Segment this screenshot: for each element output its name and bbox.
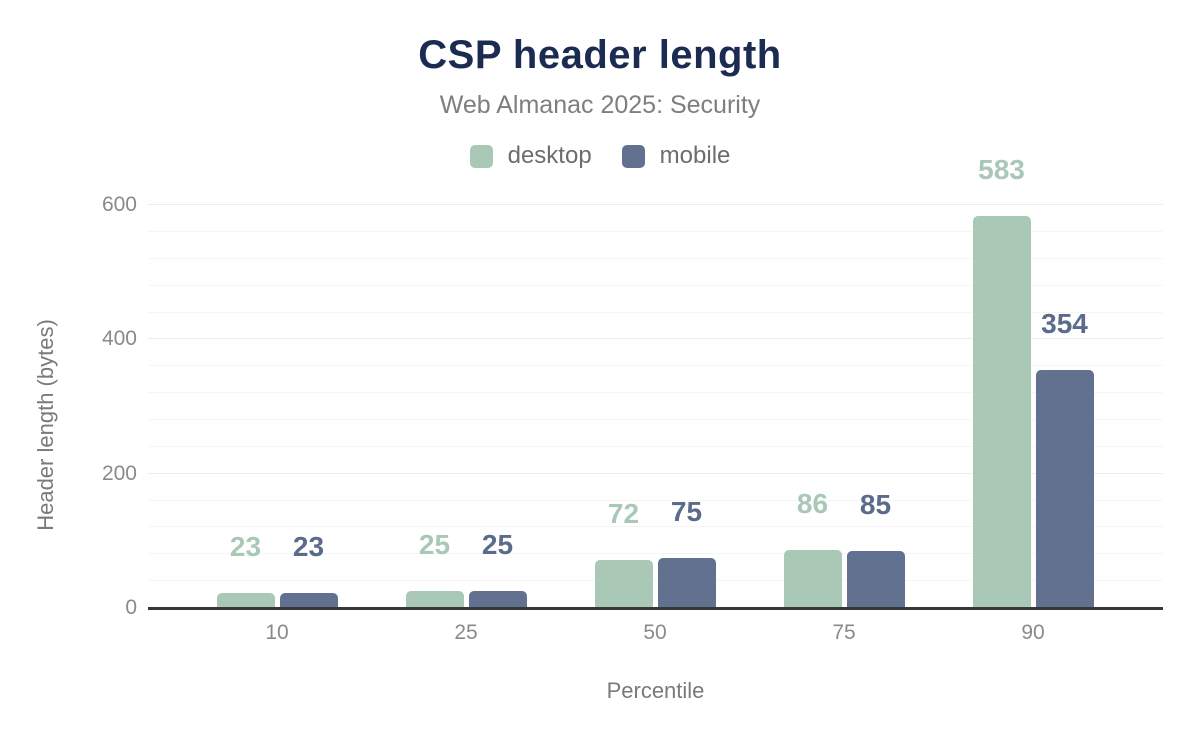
bar-mobile-p75 — [846, 550, 905, 608]
bar-mobile-p90 — [1035, 370, 1094, 608]
mobile-swatch — [621, 144, 645, 168]
chart-title: CSP header length — [418, 33, 782, 77]
gridline-280 — [148, 418, 1163, 420]
gridline-480 — [148, 284, 1163, 286]
gridline-200 — [148, 472, 1163, 474]
gridline-520 — [148, 257, 1163, 259]
value-label-mobile-p10: 23 — [292, 530, 325, 562]
y-axis-title: Header length (bytes) — [33, 319, 58, 531]
chart-subtitle: Web Almanac 2025: Security — [439, 91, 761, 119]
bar-desktop-p90 — [972, 216, 1031, 608]
bar-mobile-p10 — [279, 592, 338, 608]
value-label-desktop-p10: 23 — [229, 530, 262, 562]
bar-desktop-p50 — [594, 559, 653, 608]
bar-mobile-p25 — [468, 591, 527, 608]
legend-label-mobile: mobile — [659, 142, 731, 169]
x-tick-label-75: 75 — [832, 621, 856, 644]
bar-mobile-p50 — [657, 557, 716, 608]
legend-item-mobile: mobile — [621, 142, 731, 170]
bar-desktop-p10 — [216, 592, 275, 608]
gridline-360 — [148, 365, 1163, 367]
x-tick-label-10: 10 — [265, 621, 289, 644]
bar-desktop-p25 — [405, 591, 464, 608]
x-tick-label-50: 50 — [643, 621, 667, 644]
gridline-560 — [148, 230, 1163, 232]
x-tick-label-90: 90 — [1021, 621, 1045, 644]
y-tick-label-200: 200 — [101, 461, 137, 485]
gridline-40 — [148, 580, 1163, 582]
legend: desktop mobile — [0, 142, 1200, 170]
value-label-mobile-p25: 25 — [481, 529, 514, 561]
gridline-320 — [148, 392, 1163, 394]
value-label-desktop-p25: 25 — [418, 529, 451, 561]
gridline-240 — [148, 445, 1163, 447]
bar-desktop-p75 — [783, 550, 842, 608]
legend-item-desktop: desktop — [469, 142, 592, 170]
value-label-desktop-p90: 583 — [978, 154, 1025, 186]
gridline-160 — [148, 499, 1163, 501]
legend-label-desktop: desktop — [507, 142, 592, 169]
x-tick-label-25: 25 — [454, 621, 478, 644]
desktop-swatch — [469, 144, 493, 168]
y-tick-label-600: 600 — [101, 193, 137, 216]
value-label-mobile-p50: 75 — [670, 495, 703, 527]
value-label-mobile-p90: 354 — [1041, 308, 1088, 340]
gridline-600 — [148, 204, 1163, 205]
x-axis-line — [148, 607, 1163, 610]
x-axis-title: Percentile — [606, 678, 705, 703]
gridline-440 — [148, 311, 1163, 313]
value-label-mobile-p75: 85 — [859, 488, 892, 520]
gridline-400 — [148, 338, 1163, 340]
value-label-desktop-p50: 72 — [607, 497, 640, 529]
y-tick-label-0: 0 — [125, 596, 137, 619]
gridline-80 — [148, 553, 1163, 555]
value-label-desktop-p75: 86 — [796, 488, 829, 520]
plot-area: 0 200 400 600 23 23 10 25 25 25 72 75 50 86 85 75 583 354… — [102, 156, 1163, 644]
gridline-120 — [148, 526, 1163, 528]
y-tick-label-400: 400 — [101, 327, 137, 351]
